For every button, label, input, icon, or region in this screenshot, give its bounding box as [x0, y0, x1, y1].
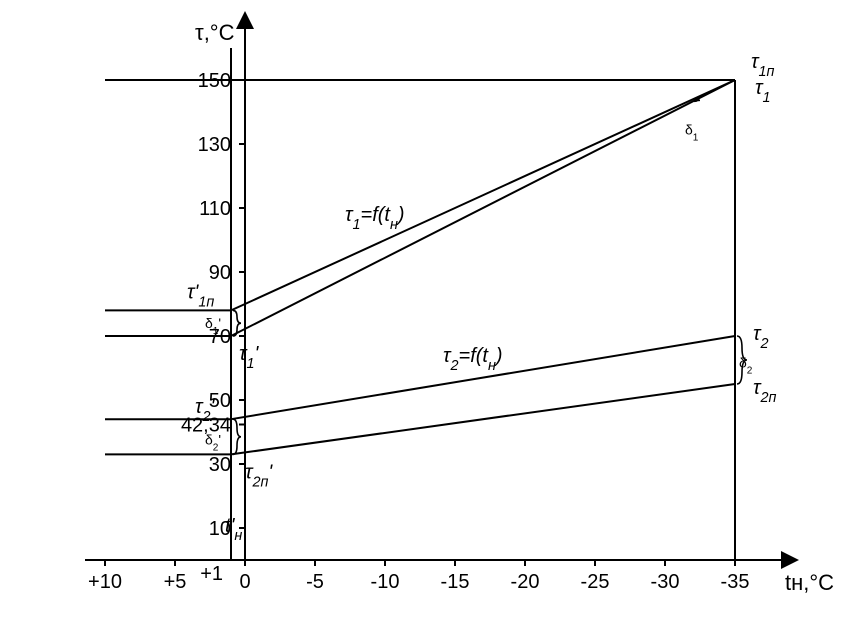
- heating-temperature-graph: τ,°C tн,°C 103050709011013015042,34 +10+…: [0, 0, 850, 626]
- series-tau1_upper: [231, 80, 735, 310]
- delta-braces: [233, 99, 747, 454]
- x-axis-label: tн,°C: [785, 570, 834, 595]
- data-series: [231, 80, 735, 454]
- series-tau1_lower: [231, 80, 735, 336]
- x-tick-label: -5: [306, 571, 324, 593]
- vertical-guides: [231, 48, 735, 560]
- annotation-tau2: τ2: [753, 323, 769, 352]
- annotation-tau2_fn: τ2=f(tн): [443, 345, 503, 374]
- series-tau2_lower: [231, 384, 735, 454]
- annotation-tau1: τ1: [755, 77, 771, 106]
- annotation-tau1pn: τ'1п: [187, 281, 214, 310]
- annotation-tau1_fn: τ1=f(tн): [345, 204, 405, 233]
- annotation-delta2: δ2: [739, 355, 753, 377]
- y-axis-label: τ,°C: [195, 20, 235, 45]
- x-tick-label: -30: [651, 571, 680, 593]
- x-tick-label: 0: [239, 571, 250, 593]
- annotation-tau2n: τ2п: [753, 377, 776, 406]
- annotations: τ1пτ1δ1τ1=f(tн)τ'1пδ1'τ1'τ2=f(tн)τ2δ2τ2п…: [187, 51, 776, 544]
- x-tick-label: +10: [88, 571, 122, 593]
- annotation-delta1: δ1: [685, 121, 699, 143]
- x-axis-ticks: +10 +5 0 -5 -10 -15 -20 -25 -30 -35 +1: [88, 560, 749, 593]
- x-tick-label: -20: [511, 571, 540, 593]
- x-tick-label: -15: [441, 571, 470, 593]
- x-tick-label-special: +1: [200, 563, 223, 585]
- annotation-tau1p: τ1': [239, 343, 260, 372]
- y-tick-label: 30: [209, 454, 231, 476]
- x-tick-label: -10: [371, 571, 400, 593]
- y-tick-label: 90: [209, 262, 231, 284]
- y-tick-label: 130: [198, 134, 231, 156]
- x-tick-label: +5: [164, 571, 187, 593]
- y-tick-label: 110: [199, 198, 231, 220]
- x-tick-label: -25: [581, 571, 610, 593]
- annotation-tau2pn: τ2п': [245, 461, 273, 490]
- x-tick-label: -35: [721, 571, 750, 593]
- annotation-tau1n: τ1п: [751, 51, 774, 80]
